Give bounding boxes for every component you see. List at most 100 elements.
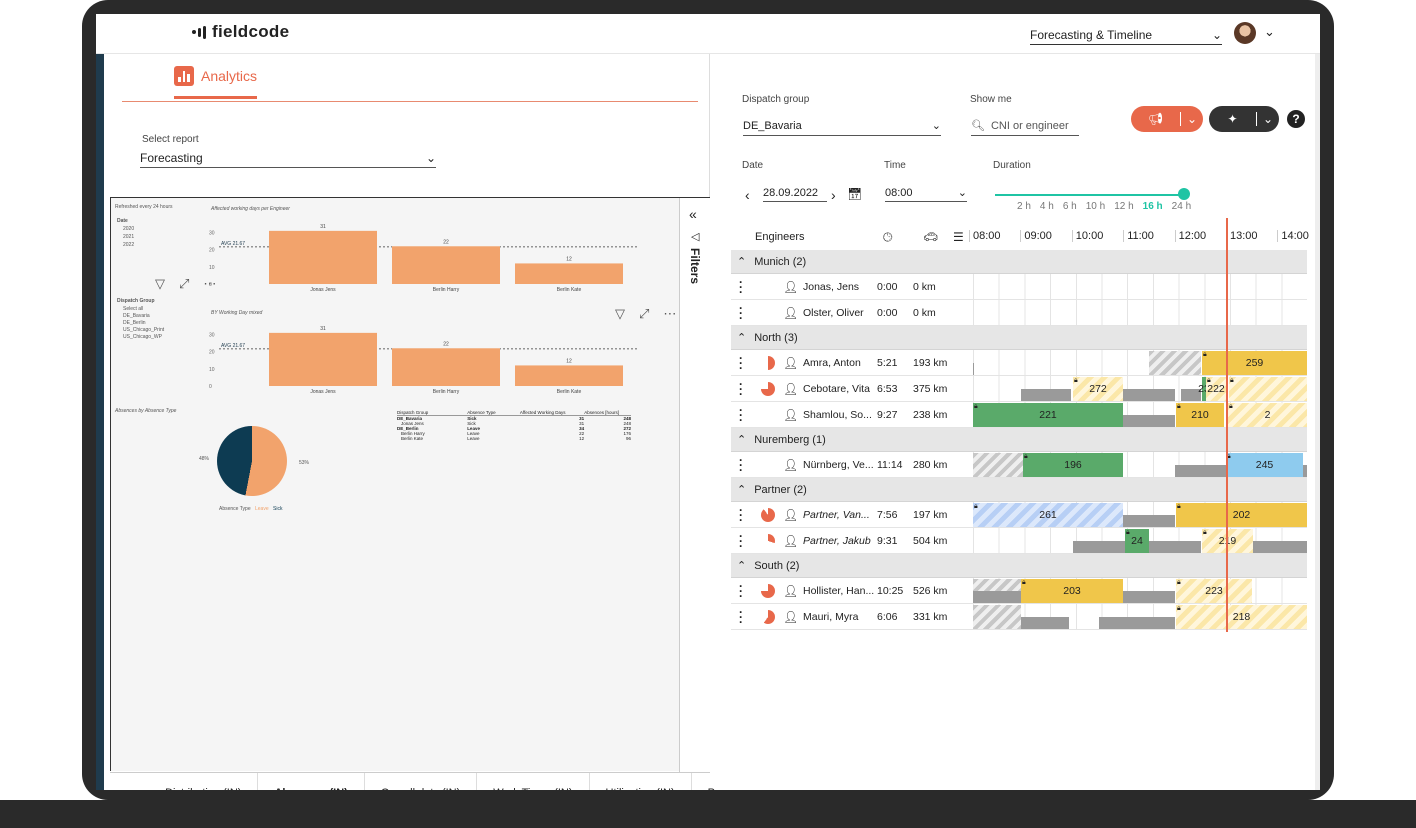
expand-icon[interactable]: ⤢ [639,306,650,321]
chevron-up-icon[interactable]: ⌃ [737,560,747,572]
tabs-prev-icon[interactable]: ◂ [110,773,132,790]
chevron-down-icon[interactable]: ⌄ [1262,112,1274,126]
dispatch-group-select[interactable]: DE_Bavaria ⌄ [743,116,941,136]
ticket-block[interactable]: 🔒︎ 222 [1206,377,1226,401]
group-header[interactable]: ⌃ Nuremberg (1) [731,428,1307,452]
date-item[interactable]: 2022 [123,242,135,248]
tabs-next-icon[interactable]: ▸ [132,773,150,790]
chevron-down-icon[interactable]: ⌄ [1186,112,1198,126]
timeline-track[interactable]: 🔒︎ 259 [973,350,1307,376]
ticket-block[interactable]: 🔒︎ 245 [1226,453,1303,477]
engineer-row[interactable]: · · · 👤︎ Olster, Oliver 0:00 0 km [731,300,1307,326]
timeline-track[interactable]: 🔒︎ 221 🔒︎ 210 🔒︎ 2 [973,402,1307,428]
group-header[interactable]: ⌃ Partner (2) [731,478,1307,502]
ticket-block[interactable]: 🔒︎ 2 [1228,403,1307,427]
chevron-up-icon[interactable]: ⌃ [737,332,747,344]
ticket-block[interactable]: 🔒︎ 203 [1021,579,1123,603]
duration-option[interactable]: 4 h [1039,201,1054,212]
chevron-up-icon[interactable]: ⌃ [737,484,747,496]
ticket-block[interactable]: 🔒︎ 221 [973,403,1123,427]
timeline-track[interactable]: 🔒︎24🔒︎219 [973,528,1307,554]
duration-slider-track[interactable] [995,194,1185,196]
ticket-block[interactable]: 🔒︎ 24 [1125,529,1149,553]
dispatch-group-item[interactable]: Select all [123,306,144,312]
ticket-block[interactable]: 🔒︎ 202 [1176,503,1307,527]
duration-option[interactable]: 16 h [1142,201,1163,212]
announce-split-button[interactable]: 📢︎ ⌄ [1131,106,1203,132]
row-menu-icon[interactable]: · · · [739,579,743,603]
row-menu-icon[interactable]: · · · [739,377,743,401]
timeline-track[interactable]: 🔒︎ 196 🔒︎ 245 [973,452,1307,478]
timeline-track[interactable]: 🔒︎ 261 🔒︎ 202 [973,502,1307,528]
engineer-row[interactable]: · · · 👤︎ Shamlou, So... 9:27 238 km 🔒︎ 221 🔒︎ 210 🔒… [731,402,1307,428]
time-select[interactable]: 08:00 ⌄ [885,184,967,202]
duration-option[interactable]: 12 h [1114,201,1134,212]
more-icon[interactable]: ⋯ [663,306,677,321]
engineer-row[interactable]: · · · 👤︎ Nürnberg, Ve... 11:14 280 km 🔒︎ 196 🔒︎ 24… [731,452,1307,478]
dispatch-group-item[interactable]: US_Chicago_WP [123,334,162,340]
chevron-up-icon[interactable]: ⌃ [737,256,747,268]
user-menu-chevron-icon[interactable]: ⌄ [1264,24,1275,39]
collapse-filters-icon[interactable]: « [689,206,697,222]
report-page-tab[interactable]: Utilization (IN) [590,773,692,790]
table-row[interactable]: Jonas Jens Sick 31 248 [397,421,631,426]
date-field[interactable]: 28.09.2022 [763,184,827,202]
select-report-dropdown[interactable]: Forecasting ⌄ [140,148,436,168]
ticket-block[interactable]: 🔒︎ [1229,377,1307,401]
tab-analytics[interactable]: Analytics [174,66,258,99]
prev-day-icon[interactable]: ‹ [745,187,750,203]
duration-option[interactable]: 24 h [1171,201,1192,212]
timeline-track[interactable]: 🔒︎ 203 🔒︎ 223 [973,578,1307,604]
calendar-icon[interactable]: 📅︎ [847,187,863,201]
ticket-block[interactable]: 23 [1198,377,1210,401]
table-row[interactable]: Berlin Harry Leave 22 176 [397,431,631,436]
date-item[interactable]: 2021 [123,234,135,240]
table-row[interactable]: DE_Berlin Leave 34 272 [397,426,631,431]
sliders-icon[interactable]: ☰ [953,230,964,244]
group-header[interactable]: ⌃ North (3) [731,326,1307,350]
ticket-block[interactable]: 🔒︎ 196 [1023,453,1123,477]
filter-icon[interactable]: ▽ [615,306,625,321]
ticket-block[interactable]: 🔒︎ 223 [1176,579,1252,603]
engineer-row[interactable]: · · · 👤︎ Amra, Anton 5:21 193 km 🔒︎ 259 [731,350,1307,376]
help-icon[interactable]: ? [1287,110,1305,128]
timeline-track[interactable] [973,274,1307,300]
row-menu-icon[interactable]: · · · [739,301,743,325]
timeline-track[interactable]: 🔒︎ 272 23 🔒︎ 222 🔒︎ [973,376,1307,402]
row-menu-icon[interactable]: · · · [739,275,743,299]
engineer-row[interactable]: · · · 👤︎ Cebotare, Vita 6:53 375 km 🔒︎ 272 23 🔒︎ 22… [731,376,1307,402]
logo[interactable]: fieldcode [192,22,289,42]
magic-split-button[interactable]: ✦ ⌄ [1209,106,1279,132]
scrollbar[interactable] [1315,54,1320,790]
report-page-tab[interactable]: Distribution (IN) [149,773,259,790]
group-header[interactable]: ⌃ South (2) [731,554,1307,578]
engineer-row[interactable]: · · · 👤︎ Hollister, Han... 10:25 526 km 🔒︎ 203 🔒︎… [731,578,1307,604]
ticket-block[interactable]: 🔒︎ 261 [973,503,1123,527]
engineer-row[interactable]: · · · 👤︎ Mauri, Myra 6:06 331 km 🔒︎ 218 [731,604,1307,630]
ticket-block[interactable]: 🔒︎ 259 [1202,351,1307,375]
filters-pane[interactable]: « ◁ Filters [679,198,711,772]
chevron-up-icon[interactable]: ⌃ [737,434,747,446]
show-me-input[interactable]: 🔍︎ CNI or engineer [971,116,1079,136]
next-day-icon[interactable]: › [831,187,836,203]
megaphone-icon[interactable]: 📢︎ [1131,112,1181,126]
magic-wand-icon[interactable]: ✦ [1209,112,1257,126]
timeline-track[interactable] [973,300,1307,326]
dispatch-group-item[interactable]: DE_Berlin [123,320,146,326]
duration-option[interactable]: 6 h [1062,201,1077,212]
view-select[interactable]: Forecasting & Timeline ⌄ [1030,25,1222,45]
row-menu-icon[interactable]: · · · [739,503,743,527]
table-row[interactable]: Berlin Kate Leave 12 96 [397,436,631,441]
row-menu-icon[interactable]: · · · [739,403,743,427]
row-menu-icon[interactable]: · · · [739,529,743,553]
row-menu-icon[interactable]: · · · [739,453,743,477]
report-page-tab[interactable]: On call duty (IN) [365,773,478,790]
absence-pie[interactable] [217,426,287,496]
ticket-block[interactable]: 🔒︎ 218 [1176,605,1307,629]
engineer-row[interactable]: · · · 👤︎ Jonas, Jens 0:00 0 km [731,274,1307,300]
dispatch-group-item[interactable]: DE_Bavaria [123,313,150,319]
user-avatar[interactable] [1234,22,1256,44]
ticket-block[interactable]: 🔒︎ 210 [1176,403,1224,427]
dispatch-group-item[interactable]: US_Chicago_Print [123,327,165,333]
